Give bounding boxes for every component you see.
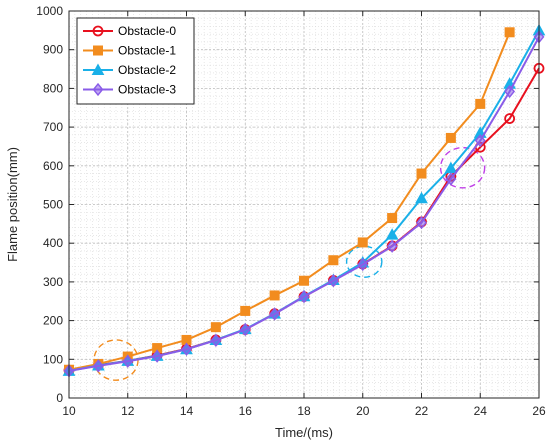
- series-obstacle-3: [63, 30, 545, 378]
- data-point: [475, 98, 486, 109]
- y-tick-label: 400: [43, 236, 63, 250]
- data-point: [239, 322, 251, 337]
- x-tick-label: 14: [180, 404, 194, 418]
- x-tick-label: 16: [239, 404, 253, 418]
- y-tick-label: 700: [43, 120, 63, 134]
- data-point: [416, 168, 427, 179]
- legend: Obstacle-0 Obstacle-1 Obstacle-2 Obstacle-3: [76, 17, 195, 105]
- y-tick-label: 200: [43, 314, 63, 328]
- y-axis-title: Flame position(mm): [5, 147, 20, 262]
- data-point: [92, 359, 104, 373]
- x-tick-label: 18: [297, 404, 311, 418]
- data-point: [269, 307, 281, 321]
- legend-label: Obstacle-3: [118, 83, 176, 97]
- data-point: [210, 322, 221, 333]
- legend-marker: [93, 45, 103, 56]
- data-point: [181, 342, 192, 356]
- data-point: [504, 27, 515, 38]
- data-point: [415, 191, 428, 204]
- data-point: [240, 305, 251, 316]
- x-tick-label: 22: [415, 404, 429, 418]
- axis-ticks: 10 12 14 16 18 20 22 24 26 0 100 200 300 400 500 600 700…: [36, 4, 546, 418]
- data-point: [151, 349, 163, 363]
- legend-marker: [91, 63, 105, 75]
- y-tick-label: 100: [43, 352, 63, 366]
- annotation-ellipse: [439, 146, 486, 189]
- data-point: [385, 228, 399, 240]
- grid: [68, 10, 540, 399]
- x-tick-label: 10: [62, 404, 76, 418]
- legend-label: Obstacle-2: [118, 63, 176, 77]
- series-line: [68, 31, 511, 371]
- data-point: [504, 84, 516, 99]
- y-tick-label: 1000: [36, 4, 63, 18]
- data-point: [328, 255, 339, 266]
- x-tick-label: 26: [532, 404, 546, 418]
- y-tick-label: 0: [56, 391, 63, 405]
- x-tick-label: 20: [356, 404, 370, 418]
- data-point: [299, 275, 309, 286]
- data-point: [504, 113, 516, 124]
- data-point: [269, 290, 280, 301]
- y-tick-label: 600: [43, 159, 63, 173]
- annotation-ellipse: [345, 245, 383, 278]
- data-point: [122, 354, 134, 368]
- data-point: [387, 213, 398, 224]
- y-tick-label: 300: [43, 275, 63, 289]
- legend-label: Obstacle-1: [118, 44, 176, 58]
- legend-marker: [92, 25, 104, 37]
- data-point: [327, 274, 339, 288]
- data-point: [445, 132, 456, 143]
- data-point: [298, 290, 310, 304]
- y-tick-label: 800: [43, 81, 63, 95]
- y-tick-label: 900: [43, 43, 63, 57]
- data-point: [357, 237, 368, 248]
- data-point: [386, 239, 398, 253]
- data-point: [474, 134, 486, 148]
- x-axis-title: Time/(ms): [275, 425, 333, 440]
- data-point: [445, 172, 457, 186]
- legend-marker: [92, 82, 104, 97]
- data-point: [416, 216, 427, 230]
- x-tick-label: 24: [474, 404, 488, 418]
- series-lines: [62, 23, 546, 378]
- data-point: [357, 257, 369, 272]
- data-point: [210, 333, 222, 347]
- y-tick-label: 500: [43, 198, 63, 212]
- legend-label: Obstacle-0: [118, 24, 176, 38]
- x-tick-label: 12: [121, 404, 135, 418]
